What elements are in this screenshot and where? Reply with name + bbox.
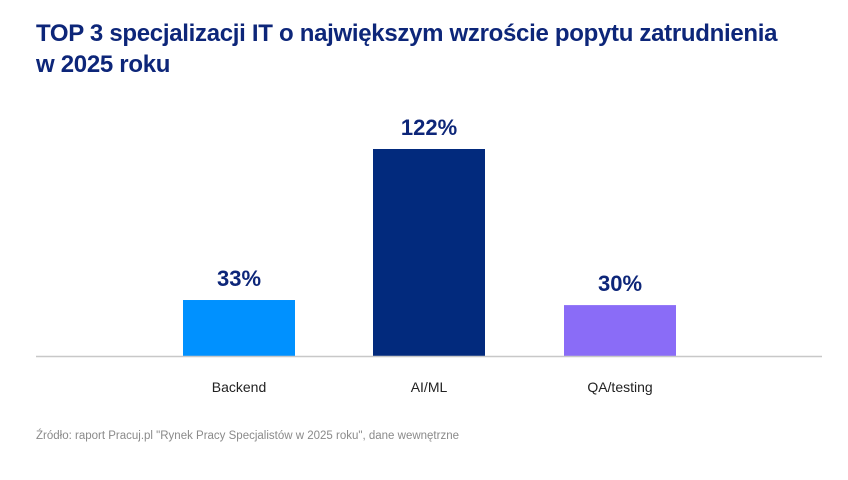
data-label: 30% (598, 271, 642, 296)
category-label: AI/ML (411, 379, 448, 395)
bar-backend (183, 300, 295, 356)
category-label: Backend (212, 379, 266, 395)
data-label: 33% (217, 266, 261, 291)
category-label: QA/testing (587, 379, 652, 395)
bar-aiml (373, 149, 485, 356)
chart-title: TOP 3 specjalizacji IT o największym wzr… (36, 20, 778, 78)
data-label: 122% (401, 115, 457, 140)
bar-qatesting (564, 305, 676, 356)
source-note: Źródło: raport Pracuj.pl "Rynek Pracy Sp… (36, 430, 460, 442)
